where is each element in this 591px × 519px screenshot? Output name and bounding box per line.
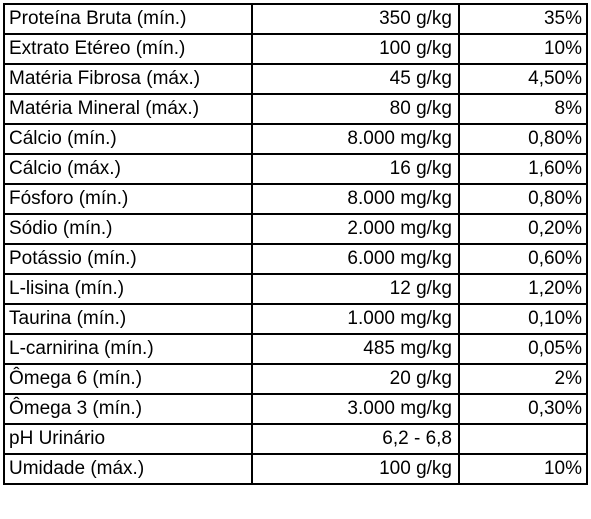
nutrient-name: Extrato Etéreo (mín.) <box>3 33 253 65</box>
amount: 485 mg/kg <box>251 333 460 365</box>
percentage: 10% <box>458 453 588 485</box>
percentage: 0,10% <box>458 303 588 335</box>
nutrient-name: Fósforo (mín.) <box>3 183 253 215</box>
table-row: Cálcio (máx.) 16 g/kg 1,60% <box>3 153 588 185</box>
amount: 6,2 - 6,8 <box>251 423 460 455</box>
nutrient-name: Ômega 3 (mín.) <box>3 393 253 425</box>
table-row: L-carnirina (mín.) 485 mg/kg 0,05% <box>3 333 588 365</box>
percentage: 0,80% <box>458 183 588 215</box>
amount: 80 g/kg <box>251 93 460 125</box>
percentage: 0,20% <box>458 213 588 245</box>
amount: 1.000 mg/kg <box>251 303 460 335</box>
table-row: Ômega 3 (mín.) 3.000 mg/kg 0,30% <box>3 393 588 425</box>
table-row: Taurina (mín.) 1.000 mg/kg 0,10% <box>3 303 588 335</box>
percentage: 0,60% <box>458 243 588 275</box>
percentage <box>458 423 588 455</box>
nutrient-name: L-lisina (mín.) <box>3 273 253 305</box>
nutrient-name: Umidade (máx.) <box>3 453 253 485</box>
table-row: Fósforo (mín.) 8.000 mg/kg 0,80% <box>3 183 588 215</box>
amount: 8.000 mg/kg <box>251 123 460 155</box>
nutrient-name: L-carnirina (mín.) <box>3 333 253 365</box>
percentage: 2% <box>458 363 588 395</box>
nutrient-name: Matéria Mineral (máx.) <box>3 93 253 125</box>
nutrient-name: Taurina (mín.) <box>3 303 253 335</box>
nutrient-name: Potássio (mín.) <box>3 243 253 275</box>
percentage: 0,30% <box>458 393 588 425</box>
percentage: 1,20% <box>458 273 588 305</box>
percentage: 35% <box>458 3 588 35</box>
percentage: 0,05% <box>458 333 588 365</box>
percentage: 8% <box>458 93 588 125</box>
percentage: 10% <box>458 33 588 65</box>
table-row: Matéria Fibrosa (máx.) 45 g/kg 4,50% <box>3 63 588 95</box>
amount: 6.000 mg/kg <box>251 243 460 275</box>
amount: 3.000 mg/kg <box>251 393 460 425</box>
percentage: 1,60% <box>458 153 588 185</box>
percentage: 4,50% <box>458 63 588 95</box>
amount: 350 g/kg <box>251 3 460 35</box>
nutrient-name: Matéria Fibrosa (máx.) <box>3 63 253 95</box>
amount: 2.000 mg/kg <box>251 213 460 245</box>
nutrient-name: Sódio (mín.) <box>3 213 253 245</box>
nutrient-name: Proteína Bruta (mín.) <box>3 3 253 35</box>
table-row: Cálcio (mín.) 8.000 mg/kg 0,80% <box>3 123 588 155</box>
amount: 100 g/kg <box>251 453 460 485</box>
amount: 16 g/kg <box>251 153 460 185</box>
amount: 45 g/kg <box>251 63 460 95</box>
percentage: 0,80% <box>458 123 588 155</box>
nutrient-name: Ômega 6 (mín.) <box>3 363 253 395</box>
nutrient-name: pH Urinário <box>3 423 253 455</box>
amount: 20 g/kg <box>251 363 460 395</box>
amount: 8.000 mg/kg <box>251 183 460 215</box>
table-row: Sódio (mín.) 2.000 mg/kg 0,20% <box>3 213 588 245</box>
table-row: Proteína Bruta (mín.) 350 g/kg 35% <box>3 3 588 35</box>
amount: 100 g/kg <box>251 33 460 65</box>
table-row: Extrato Etéreo (mín.) 100 g/kg 10% <box>3 33 588 65</box>
table-row: pH Urinário 6,2 - 6,8 <box>3 423 588 455</box>
amount: 12 g/kg <box>251 273 460 305</box>
table-row: L-lisina (mín.) 12 g/kg 1,20% <box>3 273 588 305</box>
table-row: Matéria Mineral (máx.) 80 g/kg 8% <box>3 93 588 125</box>
nutrient-name: Cálcio (mín.) <box>3 123 253 155</box>
nutrition-table: Proteína Bruta (mín.) 350 g/kg 35% Extrato … <box>3 3 588 485</box>
table-row: Potássio (mín.) 6.000 mg/kg 0,60% <box>3 243 588 275</box>
table-row: Umidade (máx.) 100 g/kg 10% <box>3 453 588 485</box>
nutrient-name: Cálcio (máx.) <box>3 153 253 185</box>
table-row: Ômega 6 (mín.) 20 g/kg 2% <box>3 363 588 395</box>
